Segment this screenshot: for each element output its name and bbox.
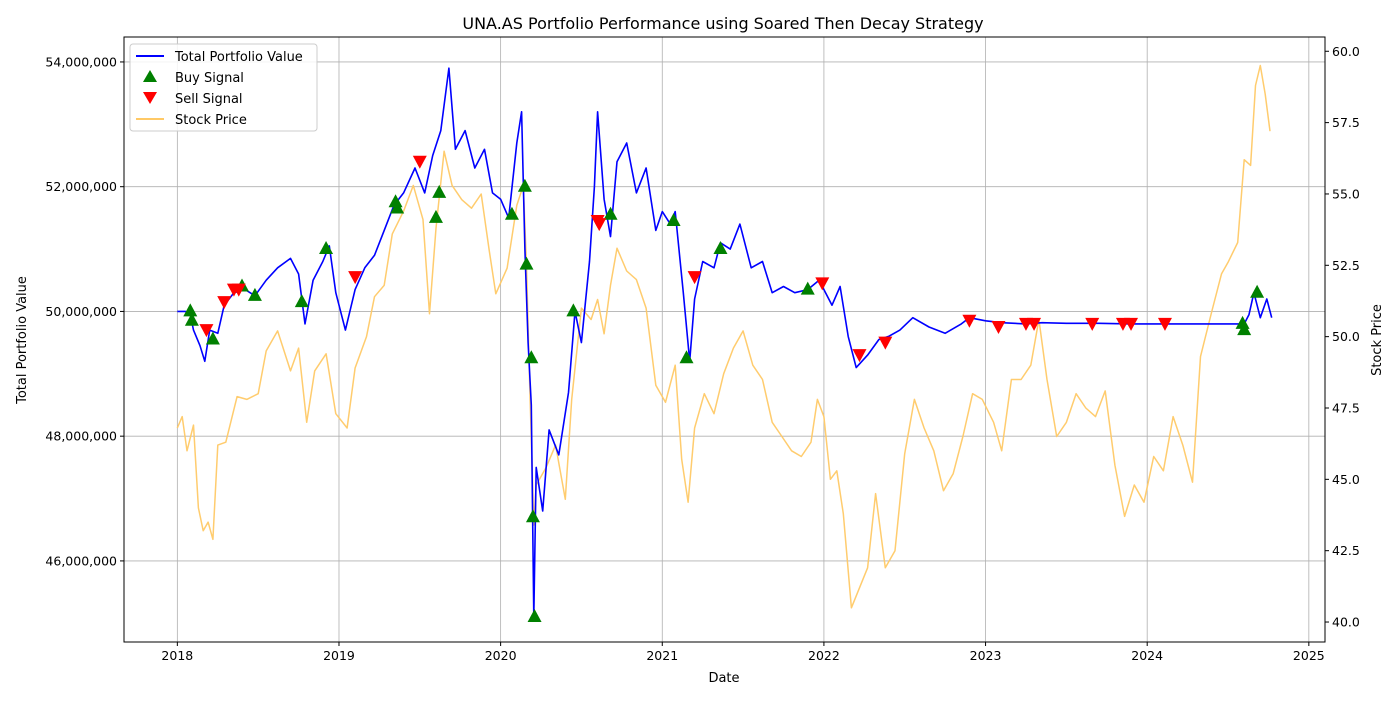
- stock-price-line: [176, 64, 1271, 609]
- buy-signal-marker: [666, 212, 681, 226]
- right-y-tick-label: 40.0: [1332, 615, 1360, 630]
- buy-signal-marker: [524, 350, 539, 364]
- sell-signal-marker: [815, 277, 830, 291]
- buy-signal-marker: [319, 241, 334, 255]
- x-axis-ticks: 2018 2019 2020 2021 2022 2023 2024 2025: [161, 642, 1325, 663]
- buy-signal-marker: [504, 206, 519, 220]
- x-tick-label: 2018: [161, 648, 193, 663]
- sell-signal-marker: [1027, 317, 1042, 331]
- buy-signal-marker: [519, 256, 534, 270]
- x-tick-label: 2022: [808, 648, 840, 663]
- legend-box: [129, 43, 318, 132]
- plot-area-frame: [123, 36, 1326, 643]
- buy-signal-marker: [1237, 322, 1252, 336]
- sell-signal-marker: [348, 271, 363, 285]
- buy-signal-marker: [603, 206, 618, 220]
- sell-signal-marker: [878, 336, 893, 350]
- x-tick-label: 2025: [1293, 648, 1325, 663]
- sell-signal-marker: [962, 314, 977, 328]
- right-y-tick-label: 57.5: [1332, 115, 1360, 130]
- buy-signal-marker: [184, 312, 199, 326]
- left-y-tick-label: 52,000,000: [45, 179, 117, 194]
- left-y-axis-title: Total Portfolio Value: [15, 276, 30, 405]
- legend-swatch-sell-triangle-down-icon: [143, 92, 157, 104]
- left-y-tick-label: 54,000,000: [45, 54, 117, 69]
- grid-lines: [124, 37, 1325, 642]
- buy-signal-marker: [713, 241, 728, 255]
- right-y-axis-ticks: 40.0 42.5 45.0 47.5 50.0 52.5 55.0 57.5 60.0: [1325, 44, 1360, 630]
- right-y-tick-label: 55.0: [1332, 186, 1360, 201]
- sell-signal-marker: [231, 283, 246, 297]
- sell-signal-marker: [592, 218, 607, 232]
- legend-label-buy: Buy Signal: [175, 71, 244, 86]
- buy-signal-marker: [432, 184, 447, 198]
- x-axis-title: Date: [708, 671, 739, 686]
- x-tick-label: 2024: [1131, 648, 1163, 663]
- buy-signal-marker: [247, 287, 262, 301]
- left-y-axis-ticks: 46,000,000 48,000,000 50,000,000 52,000,000…: [45, 54, 124, 568]
- sell-signal-marker: [1085, 317, 1100, 331]
- sell-signal-marker: [199, 324, 214, 338]
- portfolio-value-series: [177, 67, 1273, 618]
- buy-signal-marker: [800, 281, 815, 295]
- right-y-axis-title: Stock Price: [1370, 304, 1385, 376]
- right-y-tick-label: 47.5: [1332, 400, 1360, 415]
- buy-signal-marker: [390, 200, 405, 214]
- buy-signal-marker: [205, 331, 220, 345]
- signal-markers: [183, 155, 1265, 623]
- buy-signal-marker: [566, 303, 581, 317]
- buy-signal-marker: [183, 303, 198, 317]
- chart-title: UNA.AS Portfolio Performance using Soare…: [462, 14, 983, 33]
- sell-signal-marker: [1157, 317, 1172, 331]
- left-y-tick-label: 48,000,000: [45, 429, 117, 444]
- sell-signal-marker: [991, 321, 1006, 335]
- right-y-tick-label: 42.5: [1332, 543, 1360, 558]
- buy-signal-marker: [527, 609, 542, 623]
- legend-label-sell: Sell Signal: [175, 92, 243, 107]
- legend-label-price: Stock Price: [175, 113, 247, 128]
- right-y-tick-label: 60.0: [1332, 44, 1360, 59]
- sell-signal-marker: [217, 296, 232, 310]
- buy-signal-marker: [517, 178, 532, 192]
- left-y-tick-label: 50,000,000: [45, 304, 117, 319]
- right-y-tick-label: 52.5: [1332, 258, 1360, 273]
- sell-signal-marker: [1124, 317, 1139, 331]
- buy-signal-marker: [679, 350, 694, 364]
- buy-signal-marker: [525, 509, 540, 523]
- x-tick-label: 2021: [646, 648, 678, 663]
- buy-signal-marker: [294, 294, 309, 308]
- stock-price-series: [176, 64, 1271, 609]
- sell-signal-marker: [852, 349, 867, 363]
- x-tick-label: 2019: [323, 648, 355, 663]
- right-y-tick-label: 45.0: [1332, 472, 1360, 487]
- sell-signal-marker: [687, 271, 702, 285]
- buy-signal-marker: [428, 209, 443, 223]
- x-tick-label: 2023: [970, 648, 1002, 663]
- sell-signal-marker: [412, 155, 427, 169]
- x-tick-label: 2020: [485, 648, 517, 663]
- portfolio-value-line: [177, 67, 1273, 618]
- legend: Total Portfolio Value Buy Signal Sell Si…: [129, 43, 318, 132]
- right-y-tick-label: 50.0: [1332, 329, 1360, 344]
- buy-signal-marker: [1250, 284, 1265, 298]
- left-y-tick-label: 46,000,000: [45, 553, 117, 568]
- legend-label-portfolio: Total Portfolio Value: [174, 50, 303, 65]
- legend-swatch-buy-triangle-up-icon: [143, 70, 157, 82]
